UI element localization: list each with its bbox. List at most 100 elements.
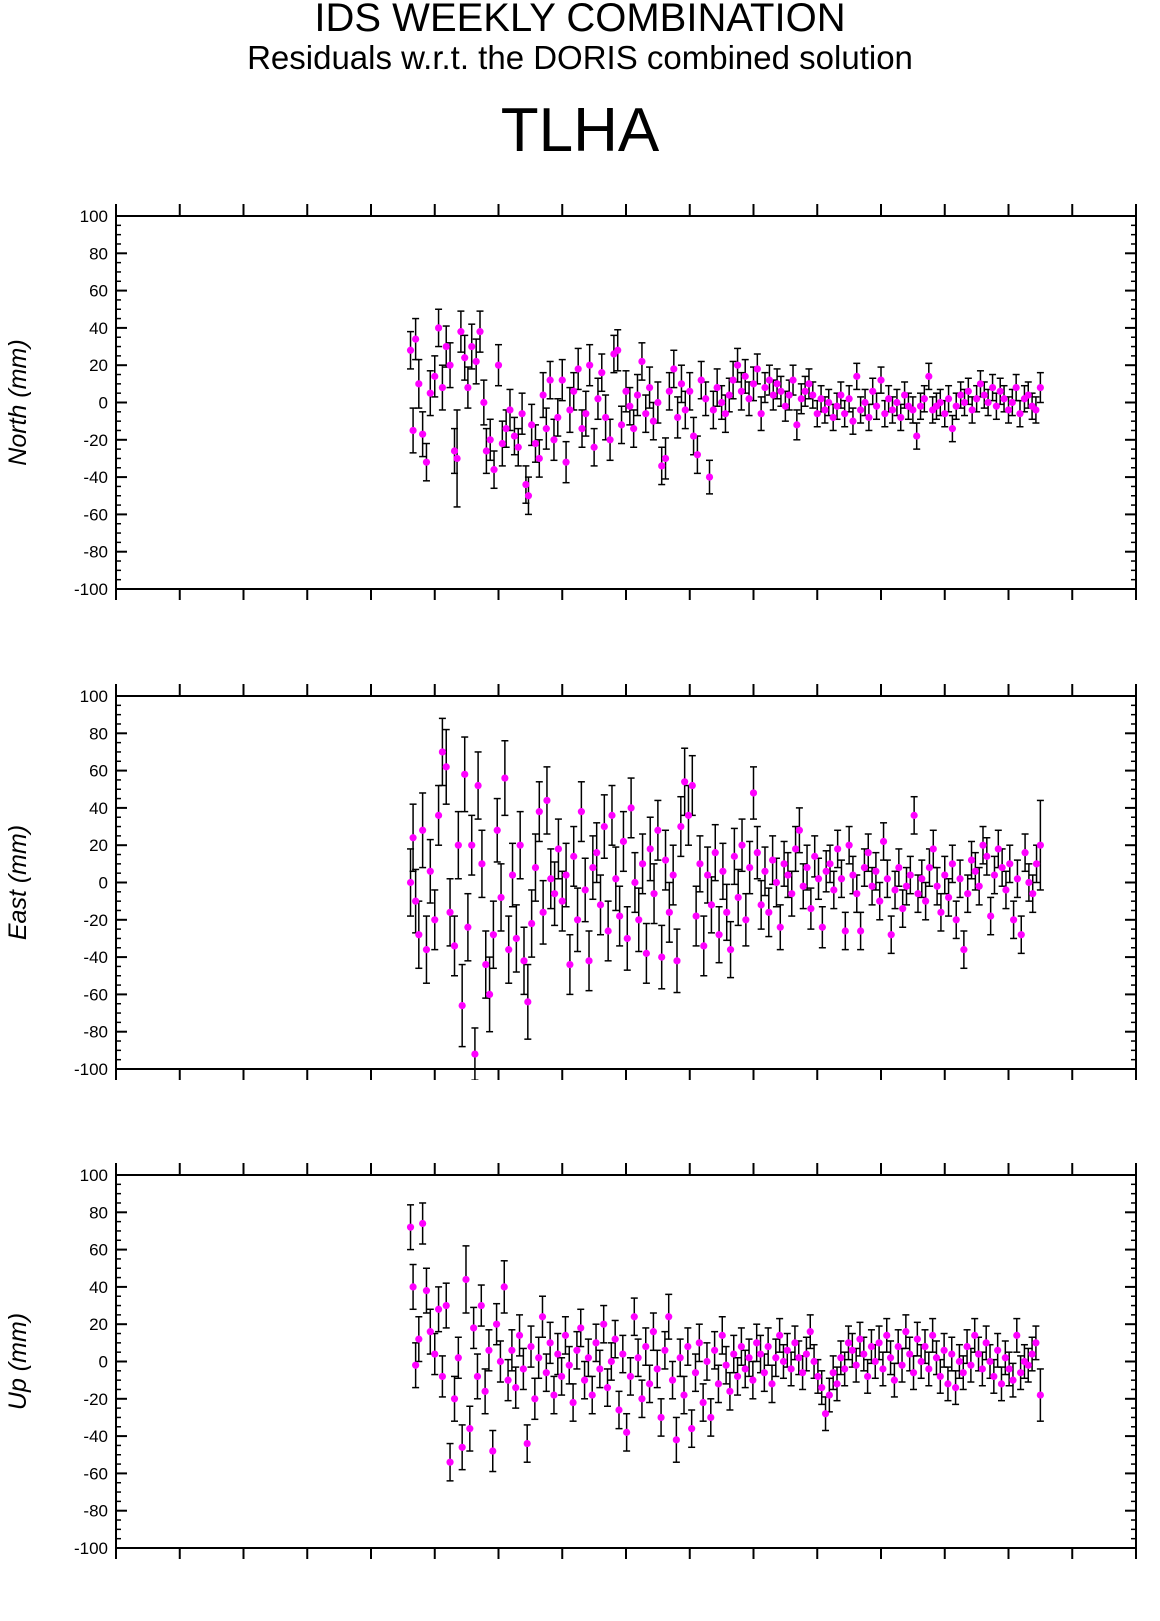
data-point: [941, 871, 949, 879]
data-point: [508, 1346, 516, 1354]
y-tick-label: -40: [83, 468, 108, 487]
data-point: [769, 391, 777, 399]
data-point: [834, 845, 842, 853]
data-point: [409, 834, 417, 842]
data-point: [849, 871, 857, 879]
data-point: [897, 413, 905, 422]
y-tick-label: 60: [89, 282, 108, 301]
data-point: [941, 410, 949, 418]
data-point: [837, 391, 845, 399]
y-tick-label: -60: [83, 1464, 108, 1483]
data-point: [570, 852, 578, 860]
data-point: [994, 1346, 1002, 1354]
data-point: [864, 1372, 872, 1381]
data-point: [638, 860, 647, 868]
data-point: [925, 1365, 933, 1373]
data-point: [502, 425, 510, 433]
data-point: [971, 1331, 979, 1339]
data-point: [877, 376, 885, 384]
data-point: [688, 1425, 696, 1433]
data-point: [489, 1447, 497, 1455]
data-point: [864, 849, 872, 857]
data-point: [777, 387, 785, 395]
data-point: [493, 826, 501, 834]
data-point: [918, 875, 926, 883]
data-point: [1032, 406, 1040, 414]
data-point: [900, 391, 909, 399]
data-point: [979, 841, 987, 849]
data-point: [593, 849, 601, 857]
data-point: [419, 430, 427, 438]
data-point: [973, 395, 981, 403]
data-point: [546, 376, 554, 384]
data-point: [406, 878, 415, 887]
data-point: [807, 905, 815, 913]
y-tick-label: 100: [80, 207, 108, 226]
data-point: [914, 890, 922, 898]
data-point: [773, 380, 781, 388]
data-point: [916, 402, 925, 410]
data-point: [450, 942, 459, 950]
y-tick-label: -100: [74, 580, 108, 599]
data-point: [619, 1350, 627, 1358]
data-point: [442, 342, 450, 351]
data-point: [951, 1384, 960, 1392]
data-point: [434, 1305, 443, 1313]
data-point: [562, 458, 570, 466]
data-point: [936, 398, 944, 407]
data-point: [1001, 1354, 1009, 1362]
data-point: [649, 417, 658, 425]
data-point: [434, 811, 443, 819]
data-point: [454, 1354, 462, 1362]
data-point: [723, 908, 731, 916]
data-point: [519, 1365, 527, 1373]
data-point: [761, 867, 769, 875]
data-point: [990, 1372, 998, 1381]
data-point: [891, 886, 899, 894]
data-point: [607, 1357, 615, 1366]
data-point: [980, 391, 988, 399]
data-point: [1025, 878, 1033, 887]
data-point: [490, 466, 498, 474]
data-point: [756, 1350, 765, 1358]
data-point: [857, 406, 865, 414]
data-point: [802, 1350, 811, 1358]
data-point: [829, 413, 837, 422]
data-point: [1013, 875, 1022, 883]
data-point: [805, 380, 813, 388]
data-point: [983, 852, 991, 860]
north-panel: 100806040200-20-40-60-80-100199319941995…: [4, 204, 1137, 600]
data-point: [476, 328, 484, 336]
data-point: [642, 410, 650, 418]
data-point: [638, 357, 646, 366]
data-point: [566, 406, 574, 414]
data-point: [630, 1313, 638, 1321]
y-tick-label: 80: [89, 244, 108, 263]
data-point: [518, 410, 526, 418]
data-point: [959, 1369, 967, 1377]
data-point: [797, 395, 805, 403]
data-point: [1029, 890, 1037, 898]
data-point: [630, 425, 638, 433]
data-point: [461, 354, 469, 362]
data-point: [729, 376, 737, 384]
data-point: [645, 1380, 654, 1388]
data-point: [558, 1372, 566, 1381]
data-point: [785, 391, 793, 399]
data-point: [781, 402, 789, 410]
data-point: [676, 1354, 684, 1362]
data-point: [658, 462, 666, 470]
y-tick-label: -60: [83, 505, 108, 524]
data-point: [692, 912, 700, 920]
data-point: [631, 878, 639, 887]
data-point: [426, 867, 434, 875]
data-point: [516, 841, 524, 849]
data-point: [514, 443, 522, 451]
data-point: [431, 916, 439, 924]
data-point: [967, 1361, 975, 1369]
data-point: [600, 822, 608, 831]
data-point: [654, 826, 662, 834]
data-point: [719, 867, 727, 875]
data-point: [457, 328, 465, 336]
data-point: [561, 1331, 570, 1339]
